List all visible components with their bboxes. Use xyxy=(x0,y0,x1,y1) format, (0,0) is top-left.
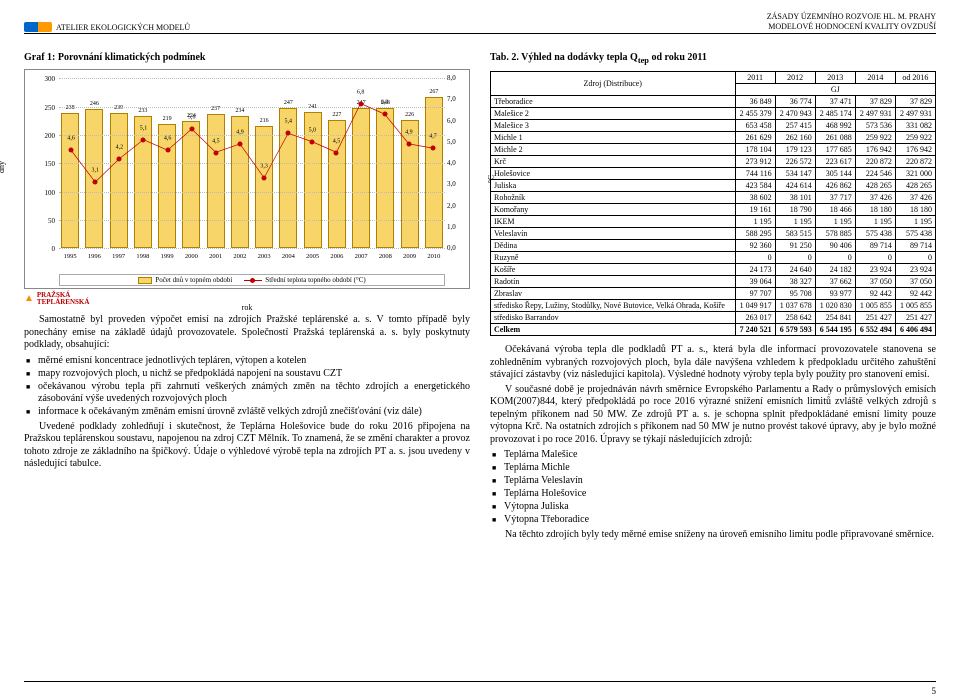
left-body: Samostatně byl proveden výpočet emisí na… xyxy=(24,314,470,471)
th-unit: GJ xyxy=(735,84,935,96)
table-row: Ruzyně00000 xyxy=(491,252,936,264)
table-row: Malešice 3653 458257 415468 992573 53633… xyxy=(491,120,936,132)
table-title: Tab. 2. Výhled na dodávky tepla Qtep od … xyxy=(490,52,936,65)
list-item: Teplárna Michle xyxy=(504,462,936,474)
list-item: Teplárna Veleslavín xyxy=(504,475,936,487)
page-number: 5 xyxy=(932,686,937,696)
th-year: od 2016 xyxy=(895,72,935,84)
chart-title: Graf 1: Porovnání klimatických podmínek xyxy=(24,52,470,63)
x-axis-title: rok xyxy=(25,303,469,312)
header-line1: ZÁSADY ÚZEMNÍHO ROZVOJE HL. M. PRAHY xyxy=(24,12,936,22)
table-body: Třeboradice36 84936 77437 47137 82937 82… xyxy=(491,96,936,336)
table-row: Zbraslav97 70795 70893 97792 44292 442 xyxy=(491,288,936,300)
th-year: 2011 xyxy=(735,72,775,84)
table-row: středisko Řepy, Lužiny, Stodůlky, Nové B… xyxy=(491,300,936,312)
list-item: Teplárna Malešice xyxy=(504,449,936,461)
list-item: Výtopna Třeboradice xyxy=(504,514,936,526)
list-item: Výtopna Juliska xyxy=(504,501,936,513)
right-body: Očekávaná výroba tepla dle podkladů PT a… xyxy=(490,344,936,542)
atem-logo-icon xyxy=(24,22,52,32)
list-item: mapy rozvojových ploch, u nichž se předp… xyxy=(38,368,470,380)
left-para1: Samostatně byl proveden výpočet emisí na… xyxy=(24,314,470,352)
table-row-total: Celkem7 240 5216 579 5936 544 1956 552 4… xyxy=(491,324,936,336)
th-year: 2014 xyxy=(855,72,895,84)
right-para1: Očekávaná výroba tepla dle podkladů PT a… xyxy=(490,344,936,382)
table-row: Veleslavín588 295583 515578 885575 43857… xyxy=(491,228,936,240)
table-row: Malešice 22 455 3792 470 9432 485 1742 4… xyxy=(491,108,936,120)
table-row: Dědina92 36091 25090 40689 71489 714 xyxy=(491,240,936,252)
table-row: Komořany19 16118 79018 46618 18018 180 xyxy=(491,204,936,216)
th-year: 2013 xyxy=(815,72,855,84)
table-row: Holešovice744 116534 147305 144224 54632… xyxy=(491,168,936,180)
list-item: měrné emisní koncentrace jednotlivých te… xyxy=(38,355,470,367)
atem-logo-block: ATELIER EKOLOGICKÝCH MODELŮ xyxy=(24,22,190,32)
left-column: Graf 1: Porovnání klimatických podmínek … xyxy=(24,52,470,544)
right-bullets: Teplárna MalešiceTeplárna MichleTeplárna… xyxy=(490,449,936,526)
table-row: Michle 1261 629262 160261 088259 922259 … xyxy=(491,132,936,144)
atem-text: ATELIER EKOLOGICKÝCH MODELŮ xyxy=(56,23,190,32)
table-row: Třeboradice36 84936 77437 47137 82937 82… xyxy=(491,96,936,108)
table-row: Radotín39 06438 32737 66237 05037 050 xyxy=(491,276,936,288)
table-row: Juliska423 584424 614426 862428 265428 2… xyxy=(491,180,936,192)
table-row: Krč273 912226 572223 617220 872220 872 xyxy=(491,156,936,168)
left-bullets: měrné emisní koncentrace jednotlivých te… xyxy=(24,355,470,418)
y2-axis-title: °C xyxy=(487,175,496,184)
th-source: Zdroj (Distribuce) xyxy=(491,72,736,96)
right-column: Tab. 2. Výhled na dodávky tepla Qtep od … xyxy=(490,52,936,544)
table-row: Rohožník38 60238 10137 71737 42637 426 xyxy=(491,192,936,204)
list-item: očekávanou výrobu tepla při zahrnutí veš… xyxy=(38,381,470,405)
table-row: středisko Barrandov263 017258 642254 841… xyxy=(491,312,936,324)
table-row: Košíře24 17324 64024 18223 92423 924 xyxy=(491,264,936,276)
data-table: Zdroj (Distribuce) 2011 2012 2013 2014 o… xyxy=(490,71,936,336)
legend-line-label: Střední teplota topného období (°C) xyxy=(265,276,365,284)
legend-bar-label: Počet dnů v topném období xyxy=(155,276,232,284)
header-rule xyxy=(24,33,936,34)
list-item: informace k očekávaným změnám emisní úro… xyxy=(38,406,470,418)
legend-bar: Počet dnů v topném období xyxy=(138,276,232,284)
chart-plot: 2381995246199623919972331998219199922420… xyxy=(59,78,445,248)
right-para3: Na těchto zdrojích byly tedy měrné emise… xyxy=(490,529,936,542)
right-para2: V současné době je projednáván návrh smě… xyxy=(490,384,936,447)
y1-axis-title: dny xyxy=(0,161,6,173)
list-item: Teplárna Holešovice xyxy=(504,488,936,500)
left-para2: Uvedené podklady zohledňují i skutečnost… xyxy=(24,421,470,471)
chart-container: dny °C 238199524619962391997233199821919… xyxy=(24,69,470,289)
chart-legend: Počet dnů v topném období Střední teplot… xyxy=(59,274,445,286)
table-row: IKEM1 1951 1951 1951 1951 195 xyxy=(491,216,936,228)
legend-line: Střední teplota topného období (°C) xyxy=(244,276,365,284)
table-row: Michle 2178 104179 123177 685176 942176 … xyxy=(491,144,936,156)
th-year: 2012 xyxy=(775,72,815,84)
footer-rule xyxy=(24,681,936,682)
